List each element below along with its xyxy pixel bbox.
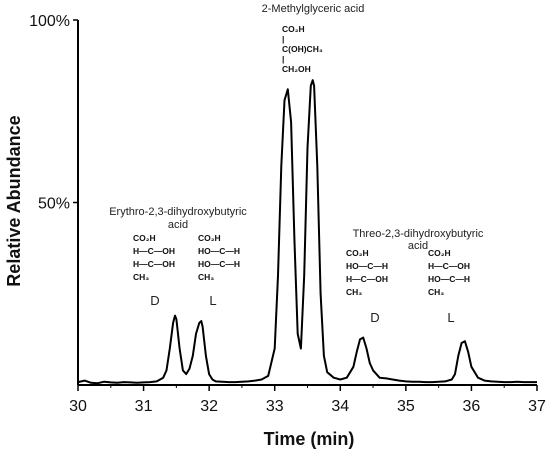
structure-line: HO—C—H (198, 246, 240, 256)
structure-line: C(OH)CH₃ (282, 44, 323, 54)
enantiomer-label: L (209, 293, 216, 308)
structure-line: CH₃ (346, 287, 362, 297)
structure-line: CH₃ (133, 272, 149, 282)
annotation-title: 2-Methylglyceric acid (262, 3, 365, 15)
tick-marks (73, 19, 538, 391)
structure-line: HO—C—H (428, 274, 470, 284)
series-line (77, 79, 537, 385)
annotations: 2-Methylglyceric acidCO₂H|C(OH)CH₃|CH₂OH… (109, 3, 484, 325)
x-tick-label: 35 (397, 398, 415, 415)
structure-line: H—C—OH (133, 259, 175, 269)
annotation-title: acid (168, 219, 188, 231)
structure-line: CH₃ (198, 272, 214, 282)
x-tick-label: 33 (266, 398, 284, 415)
enantiomer-label: D (150, 293, 159, 308)
enantiomer-label: L (447, 310, 454, 325)
structure-line: | (282, 34, 284, 44)
structure-line: HO—C—H (346, 261, 388, 271)
x-tick-label: 37 (528, 398, 546, 415)
enantiomer-label: D (370, 310, 379, 325)
structure-line: CO₂H (133, 233, 156, 243)
structure-line: CO₂H (282, 24, 305, 34)
x-tick-label: 31 (135, 398, 153, 415)
structure-line: CO₂H (198, 233, 221, 243)
x-tick-label: 34 (331, 398, 349, 415)
y-tick-label: 100% (29, 13, 70, 30)
structure-line: CO₂H (428, 248, 451, 258)
y-axis-title: Relative Abundance (4, 115, 24, 286)
y-tick-label: 50% (38, 196, 70, 213)
structure-line: H—C—OH (133, 246, 175, 256)
x-tick-label: 36 (463, 398, 481, 415)
x-tick-label: 30 (69, 398, 87, 415)
annotation-title: acid (408, 240, 428, 252)
structure-line: | (282, 54, 284, 64)
tick-labels: 30 31 32 33 34 35 36 37 50% 100% (29, 13, 546, 415)
structure-line: H—C—OH (428, 261, 470, 271)
axes (77, 20, 537, 386)
x-axis-title: Time (min) (264, 429, 355, 449)
structure-line: HO—C—H (198, 259, 240, 269)
structure-line: CO₂H (346, 248, 369, 258)
structure-line: CH₂OH (282, 64, 311, 74)
annotation-threo: Threo-2,3-dihydroxybutyricacidCO₂HHO—C—H… (346, 228, 484, 325)
x-tick-label: 32 (200, 398, 218, 415)
structure-line: H—C—OH (346, 274, 388, 284)
annotation-title: Threo-2,3-dihydroxybutyric (353, 228, 484, 240)
structure-line: CH₃ (428, 287, 444, 297)
annotation-title: Erythro-2,3-dihydroxybutyric (109, 206, 247, 218)
